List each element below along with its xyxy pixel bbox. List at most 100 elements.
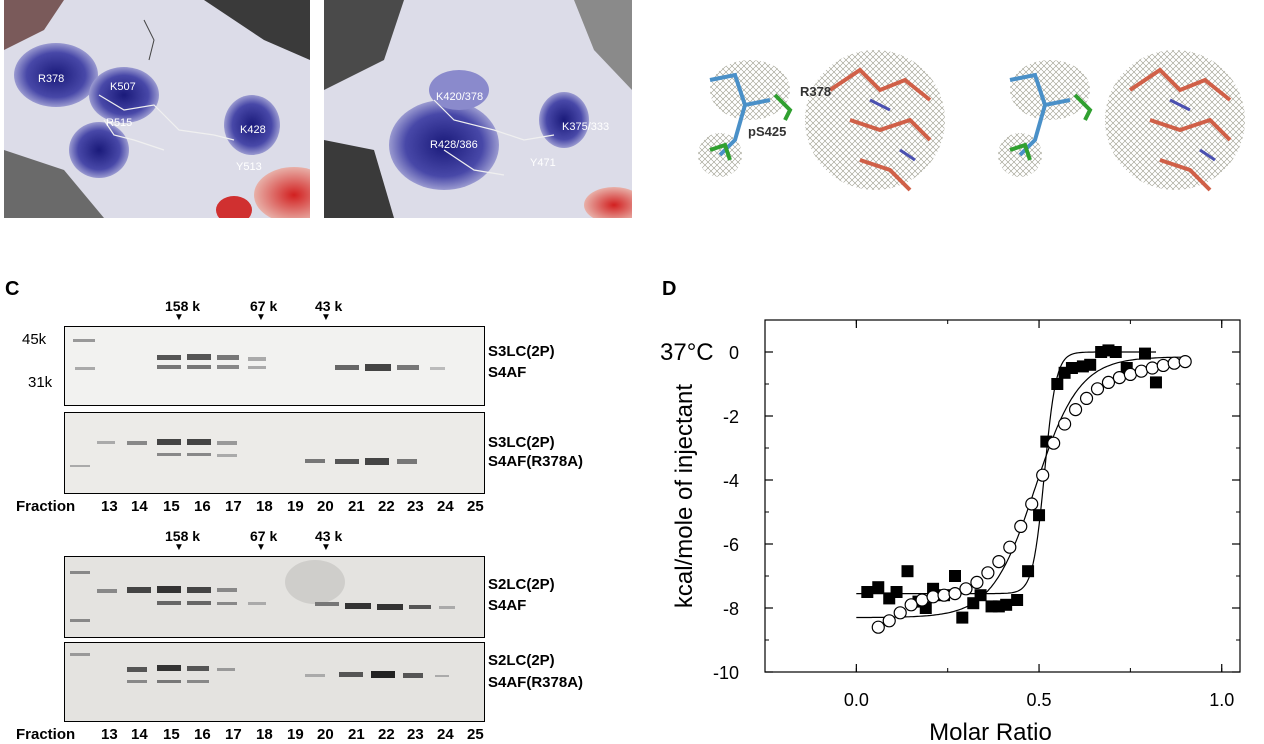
- x-tick-label-1: 0.5: [1027, 690, 1052, 710]
- point-circle: [1014, 519, 1028, 533]
- y-tick-label-1: -2: [723, 407, 739, 427]
- fraction-20: 20: [317, 498, 334, 515]
- gel-4: [64, 642, 485, 722]
- size-marker-67k-top: 67 k ▼: [250, 298, 278, 323]
- point-circle: [871, 620, 885, 634]
- point-circle: [1025, 497, 1039, 511]
- label-y471: Y471: [530, 157, 556, 169]
- point-square: [1000, 598, 1013, 611]
- point-circle: [1167, 356, 1181, 370]
- point-circle: [1101, 375, 1116, 390]
- size-marker-43k-bottom: 43 k ▼: [315, 528, 343, 553]
- point-circle: [1090, 382, 1105, 396]
- point-circle: [1068, 402, 1083, 417]
- fraction-label-1: Fraction: [16, 498, 76, 515]
- point-circle: [1178, 354, 1192, 369]
- axis-ticks: 0 -2 -4 -6 -8 -10 0.0 0.5 1.0: [713, 319, 1240, 710]
- gel-3: [64, 556, 485, 638]
- fraction-15: 15: [163, 498, 180, 515]
- y-tick-label-5: -10: [713, 663, 739, 683]
- fit-curve-circles: [856, 356, 1186, 619]
- panel-d-letter: D: [662, 278, 677, 300]
- fraction-row-2: Fraction 13 14 15 16 17 18 19 20 21 22 2…: [16, 726, 496, 744]
- stereo-left: R378 pS425: [698, 50, 945, 192]
- point-circle: [948, 587, 962, 601]
- label-k428: K428: [240, 124, 266, 136]
- fraction-23-b: 23: [407, 726, 424, 743]
- label-k507: K507: [110, 81, 136, 93]
- fraction-24-b: 24: [437, 726, 454, 743]
- fraction-14: 14: [131, 498, 148, 515]
- point-square: [1065, 362, 1078, 374]
- data-points: [861, 344, 1192, 634]
- temperature-annotation: 37°C: [660, 339, 714, 366]
- point-circle: [1145, 361, 1159, 375]
- gel-1-bottom-label: S4AF: [488, 364, 527, 381]
- y-tick-label-3: -6: [723, 535, 739, 555]
- gel-3-top-label: S2LC(2P): [488, 576, 555, 593]
- fraction-18-b: 18: [256, 726, 273, 743]
- fraction-21: 21: [348, 498, 365, 515]
- point-circle: [981, 566, 995, 580]
- fraction-13-b: 13: [101, 726, 118, 743]
- point-circle: [1112, 370, 1127, 385]
- point-circle: [1058, 417, 1072, 431]
- gel-1: [64, 326, 485, 406]
- x-tick-label-2: 1.0: [1209, 690, 1234, 710]
- point-square: [1051, 378, 1064, 390]
- fraction-25-b: 25: [467, 726, 484, 743]
- fraction-17-b: 17: [225, 726, 242, 743]
- size-marker-67k-bottom: 67 k ▼: [250, 528, 278, 553]
- point-square: [956, 611, 969, 624]
- y-tick-label-2: -4: [723, 471, 739, 491]
- fraction-19-b: 19: [287, 726, 304, 743]
- y-tick-label-4: -8: [723, 599, 739, 619]
- fraction-22-b: 22: [378, 726, 395, 743]
- label-r378-a: R378: [38, 73, 64, 85]
- panel-c-letter: C: [5, 278, 20, 300]
- gel-2-bands: [70, 439, 417, 467]
- size-marker-43k-top: 43 k ▼: [315, 298, 343, 323]
- label-k375-333: K375/333: [562, 121, 609, 133]
- point-circle: [904, 598, 918, 612]
- itc-chart: 0 -2 -4 -6 -8 -10 0.0 0.5 1.0 37°C kcal/mole of …: [660, 319, 1241, 744]
- panel-b-density-image: R378 pS425: [698, 50, 1245, 192]
- point-circle: [959, 582, 973, 596]
- panel-a-left-image: R378 K507 R515 K428 Y513: [4, 0, 310, 218]
- point-square: [1149, 376, 1162, 389]
- label-k420-378: K420/378: [436, 91, 483, 103]
- y-tick-label-0: 0: [729, 343, 739, 363]
- mw-label-45k: 45k: [22, 331, 47, 348]
- fraction-14-b: 14: [131, 726, 148, 743]
- label-r428-386: R428/386: [430, 139, 478, 151]
- gel-4-bands: [70, 653, 449, 683]
- point-circle: [1047, 436, 1061, 450]
- size-marker-158k-top: 158 k ▼: [165, 298, 201, 323]
- fraction-16: 16: [194, 498, 211, 515]
- fraction-24: 24: [437, 498, 454, 515]
- fraction-20-b: 20: [317, 726, 334, 743]
- x-tick-label-0: 0.0: [844, 690, 869, 710]
- point-circle: [1003, 540, 1017, 554]
- point-circle: [893, 606, 907, 620]
- point-square: [1084, 358, 1097, 371]
- panel-a-middle-image: K420/378 R428/386 K375/333 Y471: [324, 0, 632, 218]
- point-square: [1011, 594, 1024, 606]
- point-circle: [1156, 358, 1170, 373]
- point-circle: [937, 588, 951, 602]
- point-square: [901, 565, 914, 578]
- point-square: [1109, 346, 1122, 358]
- fraction-18: 18: [256, 498, 273, 515]
- label-r378-b: R378: [800, 84, 831, 99]
- fraction-label-2: Fraction: [16, 726, 76, 743]
- gel-4-bottom-label: S4AF(R378A): [488, 674, 584, 691]
- fraction-25: 25: [467, 498, 484, 515]
- point-circle: [882, 614, 896, 628]
- fraction-23: 23: [407, 498, 424, 515]
- point-square: [949, 570, 961, 582]
- point-circle: [1123, 367, 1137, 382]
- point-square: [1022, 565, 1035, 578]
- point-circle: [970, 575, 984, 589]
- point-circle: [1134, 364, 1148, 378]
- gel-3-bottom-label: S4AF: [488, 597, 527, 614]
